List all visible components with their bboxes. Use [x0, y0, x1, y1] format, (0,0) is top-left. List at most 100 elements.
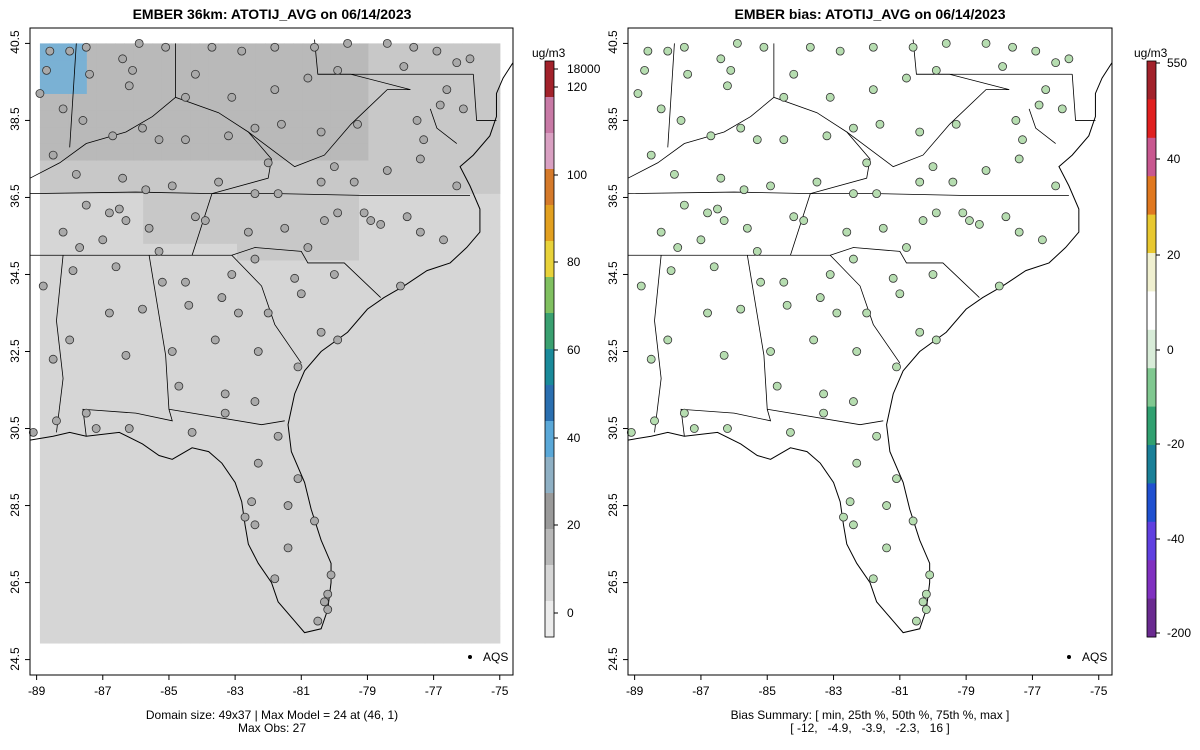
grid-cell — [180, 376, 191, 394]
aqs-station-marker — [250, 254, 260, 264]
grid-cell — [227, 93, 238, 111]
grid-cell — [124, 592, 135, 611]
grid-cell — [368, 293, 379, 311]
grid-cell — [180, 409, 191, 428]
grid-cell — [377, 159, 388, 178]
grid-cell — [190, 276, 201, 294]
grid-cell — [77, 476, 88, 494]
colorbar-swatch — [1147, 406, 1156, 446]
grid-cell — [39, 509, 50, 527]
grid-cell — [77, 60, 88, 78]
grid-cell — [237, 110, 247, 128]
grid-cell — [199, 326, 210, 344]
grid-cell — [86, 626, 97, 644]
grid-cell — [302, 276, 313, 294]
grid-cell — [49, 426, 60, 444]
grid-cell — [180, 243, 191, 261]
grid-cell — [340, 426, 351, 444]
grid-cell — [246, 110, 257, 128]
grid-cell — [377, 60, 388, 78]
grid-cell — [462, 126, 473, 144]
grid-cell — [133, 259, 144, 278]
grid-cell — [115, 543, 125, 561]
grid-cell — [161, 543, 172, 561]
grid-cell — [443, 326, 454, 344]
grid-cell — [124, 626, 135, 644]
grid-cell — [58, 93, 69, 111]
grid-cell — [255, 409, 266, 428]
grid-cell — [480, 276, 491, 294]
grid-cell — [396, 376, 407, 394]
grid-cell — [358, 626, 369, 644]
grid-cell — [490, 93, 501, 111]
grid-cell — [171, 426, 182, 444]
aqs-station-marker — [118, 173, 128, 183]
grid-cell — [124, 159, 135, 178]
aqs-station-marker — [931, 335, 941, 345]
grid-cell — [377, 293, 388, 311]
grid-cell — [283, 376, 294, 394]
grid-cell — [143, 193, 154, 211]
grid-cell — [283, 559, 294, 577]
grid-cell — [358, 459, 369, 478]
grid-cell — [246, 293, 257, 311]
grid-cell — [415, 409, 426, 428]
grid-cell — [396, 509, 407, 527]
grid-cell — [283, 143, 294, 161]
grid-cell — [424, 93, 435, 111]
grid-cell — [199, 60, 210, 78]
grid-cell — [443, 276, 454, 294]
grid-cell — [368, 276, 379, 294]
grid-cell — [387, 559, 398, 577]
aqs-station-marker — [270, 85, 280, 95]
grid-cell — [115, 60, 125, 78]
aqs-station-marker — [925, 570, 935, 580]
aqs-station-marker — [1037, 235, 1047, 245]
grid-cell — [218, 159, 229, 178]
grid-cell — [405, 393, 416, 411]
aqs-station-marker — [376, 220, 386, 229]
grid-cell — [443, 509, 454, 527]
grid-cell — [368, 243, 379, 261]
grid-cell — [377, 626, 388, 644]
grid-cell — [405, 243, 416, 261]
grid-cell — [480, 626, 491, 644]
grid-cell — [349, 459, 360, 478]
grid-cell — [115, 309, 125, 328]
grid-cell — [415, 393, 426, 411]
grid-cell — [86, 592, 97, 611]
aqs-station-marker — [742, 223, 752, 233]
grid-cell — [171, 293, 182, 311]
grid-cell — [283, 326, 294, 344]
grid-cell — [237, 376, 247, 394]
grid-cell — [39, 243, 50, 261]
grid-cell — [199, 576, 210, 594]
grid-cell — [208, 443, 219, 461]
colorbar-swatch — [1147, 483, 1156, 523]
grid-cell — [293, 576, 304, 594]
aqs-station-marker — [888, 273, 898, 283]
grid-cell — [405, 60, 416, 78]
grid-cell — [283, 93, 294, 111]
grid-cell — [227, 559, 238, 577]
grid-cell — [161, 259, 172, 278]
grid-cell — [68, 76, 79, 94]
grid-cell — [86, 459, 97, 478]
grid-cell — [349, 93, 360, 111]
grid-cell — [415, 326, 426, 344]
grid-cell — [39, 143, 50, 161]
grid-cell — [368, 576, 379, 594]
grid-cell — [490, 359, 501, 378]
grid-cell — [274, 609, 285, 627]
grid-cell — [96, 543, 107, 561]
grid-cell — [171, 393, 182, 411]
grid-cell — [115, 359, 125, 378]
grid-cell — [171, 476, 182, 494]
aqs-station-marker — [243, 227, 253, 237]
aqs-station-marker — [210, 335, 220, 345]
left-x-tick-label: -81 — [292, 684, 310, 698]
grid-cell — [283, 476, 294, 494]
aqs-station-marker — [1034, 100, 1044, 110]
grid-cell — [424, 60, 435, 78]
grid-cell — [377, 343, 388, 361]
